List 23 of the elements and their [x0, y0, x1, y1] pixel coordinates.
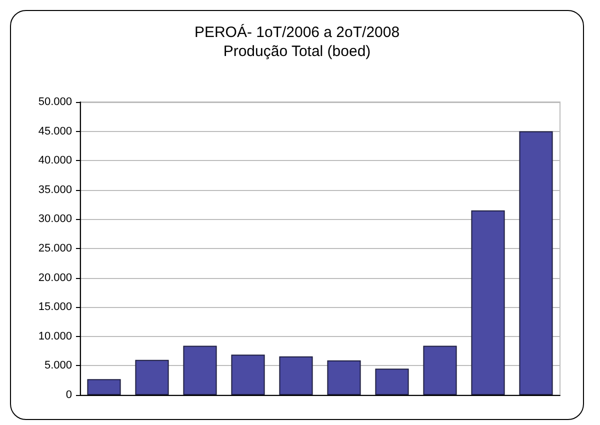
bar	[183, 346, 217, 395]
y-tick-label: 25.000	[38, 242, 72, 254]
chart-title: PEROÁ- 1oT/2006 a 2oT/2008	[194, 23, 400, 41]
chart-subtitle: Produção Total (boed)	[223, 43, 371, 60]
bar	[423, 346, 457, 395]
y-tick-label: 45.000	[38, 125, 72, 138]
bar	[519, 131, 553, 395]
y-tick-label: 40.000	[38, 154, 72, 167]
y-tick-label: 20.000	[38, 272, 72, 284]
bar	[87, 379, 121, 395]
y-tick-label: 5.000	[44, 360, 72, 372]
bar	[279, 356, 313, 395]
y-tick-label: 30.000	[38, 213, 72, 226]
bar	[135, 360, 169, 395]
y-tick-label: 50.000	[38, 96, 72, 108]
y-tick-label: 0	[66, 389, 72, 401]
bar	[327, 360, 361, 395]
y-tick-label: 35.000	[38, 184, 72, 196]
bar	[471, 210, 505, 395]
bar	[375, 368, 409, 395]
y-tick-label: 10.000	[38, 330, 72, 342]
y-tick-label: 15.000	[38, 301, 72, 314]
bar	[231, 354, 265, 395]
